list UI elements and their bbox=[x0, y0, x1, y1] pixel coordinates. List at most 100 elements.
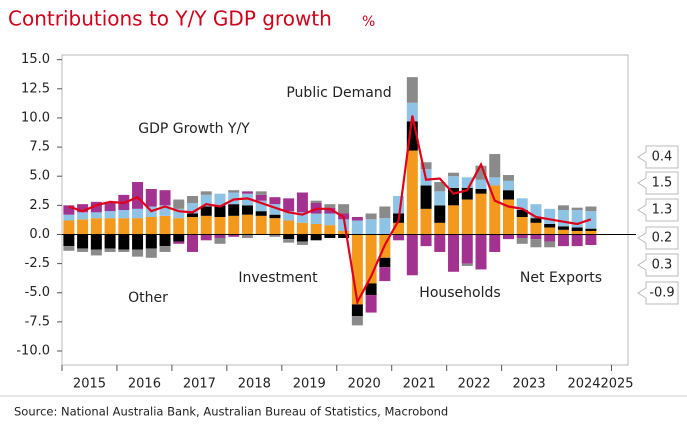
bar bbox=[434, 205, 446, 223]
latest-value-label: 1.5 bbox=[652, 176, 673, 191]
bar bbox=[379, 218, 391, 235]
y-tick-label: 2.5 bbox=[29, 198, 50, 213]
bar bbox=[393, 234, 405, 241]
bar bbox=[132, 182, 144, 209]
bar bbox=[324, 207, 336, 214]
bar bbox=[132, 249, 144, 257]
bar bbox=[63, 220, 75, 235]
bar bbox=[475, 165, 487, 180]
bar bbox=[448, 176, 460, 188]
x-tick-label: 2024 bbox=[567, 377, 600, 392]
bar bbox=[310, 200, 322, 204]
bar bbox=[283, 220, 295, 235]
y-tick-label: 0.0 bbox=[29, 227, 50, 242]
bar bbox=[516, 216, 528, 235]
bar bbox=[132, 218, 144, 235]
bar bbox=[63, 205, 75, 215]
x-tick-label: 2018 bbox=[238, 377, 271, 392]
bar bbox=[63, 214, 75, 221]
bar bbox=[585, 228, 597, 231]
bar bbox=[544, 223, 556, 228]
x-tick-label: 2025 bbox=[600, 377, 633, 392]
latest-value-label: 0.4 bbox=[652, 150, 673, 165]
series-label: Public Demand bbox=[286, 85, 391, 101]
plot-frame bbox=[61, 54, 629, 366]
x-tick-label: 2016 bbox=[128, 377, 161, 392]
bar bbox=[489, 185, 501, 235]
bar bbox=[420, 208, 432, 235]
bar bbox=[173, 208, 185, 219]
bar bbox=[544, 208, 556, 224]
y-tick-label: -7.5 bbox=[25, 314, 50, 329]
bar bbox=[461, 177, 473, 188]
bar bbox=[393, 222, 405, 235]
bar bbox=[269, 218, 281, 235]
bar bbox=[90, 201, 102, 213]
bar bbox=[228, 234, 240, 237]
bar bbox=[461, 187, 473, 200]
bar bbox=[557, 205, 569, 210]
bar bbox=[296, 234, 308, 242]
bar bbox=[173, 218, 185, 235]
bar bbox=[241, 205, 253, 215]
latest-value-label: -0.9 bbox=[649, 286, 674, 301]
bar bbox=[241, 191, 253, 194]
bar bbox=[104, 218, 116, 235]
bar bbox=[461, 234, 473, 264]
y-tick-label: -10.0 bbox=[16, 344, 50, 359]
bar bbox=[241, 234, 253, 238]
bar bbox=[283, 234, 295, 240]
bar bbox=[187, 216, 199, 235]
bar bbox=[132, 234, 144, 250]
bar bbox=[448, 172, 460, 177]
y-tick-label: 5.0 bbox=[29, 169, 50, 184]
bar bbox=[77, 219, 89, 235]
bar bbox=[502, 180, 514, 191]
bar bbox=[255, 194, 267, 201]
bar bbox=[200, 194, 212, 207]
bar bbox=[516, 198, 528, 210]
callout bbox=[637, 226, 679, 250]
bar bbox=[255, 215, 267, 235]
bar bbox=[104, 234, 116, 249]
series-label: Investment bbox=[238, 270, 318, 286]
bar bbox=[475, 189, 487, 194]
bar bbox=[571, 234, 583, 247]
bar bbox=[324, 204, 336, 208]
bar bbox=[77, 204, 89, 213]
bar bbox=[90, 249, 102, 256]
bar bbox=[544, 241, 556, 248]
x-tick-label: 2023 bbox=[513, 377, 546, 392]
bar bbox=[283, 198, 295, 212]
bar bbox=[296, 192, 308, 213]
bar bbox=[489, 177, 501, 186]
bar bbox=[228, 192, 240, 205]
bar bbox=[365, 283, 377, 296]
bar bbox=[200, 215, 212, 235]
bar bbox=[132, 208, 144, 219]
bar bbox=[365, 213, 377, 220]
bar bbox=[585, 230, 597, 235]
bar bbox=[557, 234, 569, 247]
bar bbox=[557, 226, 569, 230]
x-tick-label: 2017 bbox=[183, 377, 216, 392]
bar bbox=[77, 234, 89, 249]
bar bbox=[379, 206, 391, 219]
bar bbox=[159, 234, 171, 247]
bar bbox=[77, 212, 89, 220]
callout bbox=[637, 145, 679, 169]
bar bbox=[283, 211, 295, 221]
bar bbox=[516, 234, 528, 238]
bar bbox=[310, 234, 322, 241]
y-tick-label: 15.0 bbox=[21, 52, 50, 67]
bar bbox=[255, 191, 267, 195]
bar bbox=[557, 229, 569, 235]
callout bbox=[637, 253, 679, 277]
bar bbox=[351, 234, 363, 305]
gdp-line bbox=[68, 115, 592, 306]
bar bbox=[296, 241, 308, 245]
bar bbox=[434, 182, 446, 192]
bar bbox=[173, 241, 185, 244]
bar bbox=[530, 222, 542, 235]
bar bbox=[530, 239, 542, 248]
